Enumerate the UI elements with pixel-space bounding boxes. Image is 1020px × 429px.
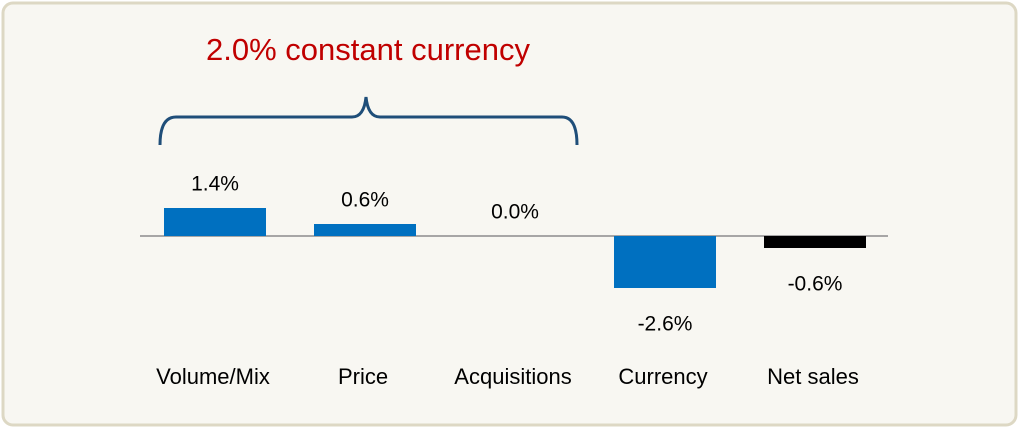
brace	[158, 96, 579, 146]
bar	[614, 236, 716, 288]
bar	[164, 208, 266, 236]
bar	[314, 224, 416, 236]
value-label: -0.6%	[788, 273, 843, 296]
x-tick-label: Price	[338, 364, 388, 389]
bar	[764, 236, 866, 248]
annotation: 2.0% constant currency	[206, 32, 530, 67]
value-label: 0.0%	[491, 201, 539, 224]
x-tick-label: Volume/Mix	[156, 364, 270, 389]
x-tick-label: Acquisitions	[454, 364, 571, 389]
value-label: -2.6%	[638, 313, 693, 336]
x-tick-label: Net sales	[767, 364, 859, 389]
x-tick-label: Currency	[618, 364, 707, 389]
value-label: 1.4%	[191, 173, 239, 196]
value-label: 0.6%	[341, 189, 389, 212]
